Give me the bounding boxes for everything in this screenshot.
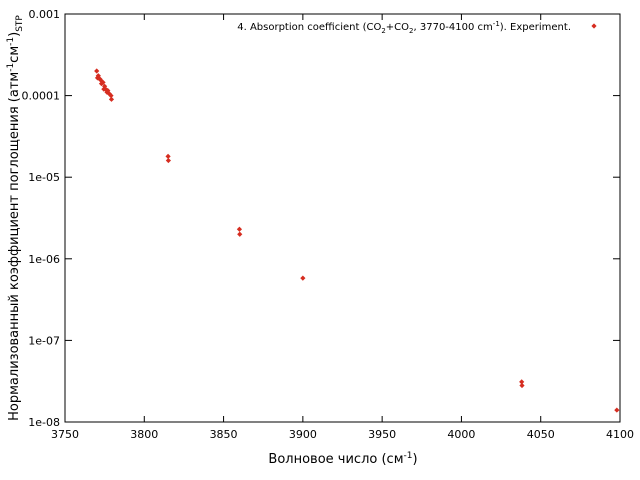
data-point bbox=[614, 407, 620, 413]
x-axis-ticks: 3750 3800 3850 3900 3950 4000 4050 4100 bbox=[51, 14, 634, 441]
x-tick-label: 4000 bbox=[447, 428, 475, 441]
y-tick-label: 1e-07 bbox=[28, 334, 60, 347]
data-point bbox=[100, 79, 106, 86]
y-tick-label: 1e-08 bbox=[28, 416, 60, 429]
legend-marker-diamond bbox=[591, 23, 597, 29]
y-tick-label: 1e-06 bbox=[28, 253, 60, 266]
y-tick-label: 1e-05 bbox=[28, 171, 60, 184]
data-point bbox=[519, 382, 525, 389]
data-point bbox=[108, 93, 114, 99]
y-tick-label: 0.0001 bbox=[22, 90, 61, 103]
data-point bbox=[300, 275, 306, 281]
data-point bbox=[519, 379, 525, 385]
x-tick-label: 4050 bbox=[527, 428, 555, 441]
x-tick-label: 3900 bbox=[289, 428, 317, 441]
x-tick-label: 3950 bbox=[368, 428, 396, 441]
y-axis-ticks: 0.001 0.0001 1e-05 1e-06 1e-07 1e-08 bbox=[22, 8, 620, 429]
y-tick-label: 0.001 bbox=[29, 8, 61, 21]
legend: 4. Absorption coefficient (CO2+CO2, 3770… bbox=[237, 20, 597, 35]
x-axis-title: Волновое число (см-1) bbox=[268, 451, 417, 467]
data-point bbox=[165, 157, 171, 164]
y-axis-title: Нормализованный коэффициент поглощения (… bbox=[6, 15, 25, 421]
data-point bbox=[108, 96, 115, 102]
x-tick-label: 3750 bbox=[51, 428, 79, 441]
legend-label: 4. Absorption coefficient (CO2+CO2, 3770… bbox=[237, 20, 571, 35]
data-point bbox=[165, 153, 171, 159]
plot-frame bbox=[64, 13, 621, 423]
data-point bbox=[94, 68, 100, 74]
x-tick-label: 3800 bbox=[130, 428, 158, 441]
x-tick-label: 4100 bbox=[606, 428, 634, 441]
x-tick-label: 3850 bbox=[210, 428, 238, 441]
data-points bbox=[94, 68, 620, 413]
legend-marker bbox=[591, 23, 597, 29]
data-point bbox=[237, 231, 243, 237]
data-point bbox=[236, 226, 243, 232]
